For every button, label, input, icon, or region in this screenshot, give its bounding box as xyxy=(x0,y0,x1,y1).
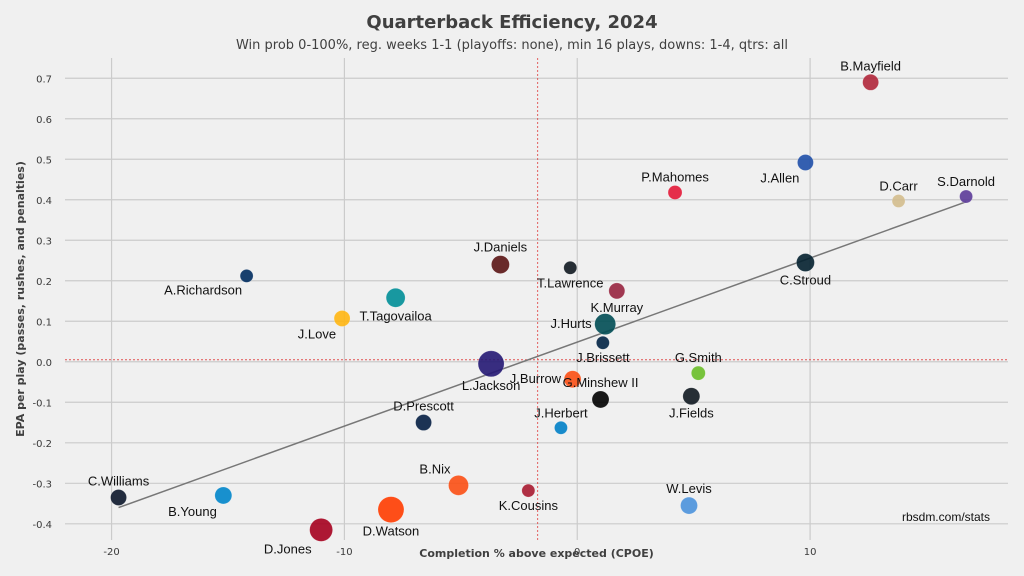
point-label: C.Stroud xyxy=(780,273,831,288)
data-point xyxy=(691,365,706,381)
point-label: D.Prescott xyxy=(393,399,454,414)
point-label: B.Mayfield xyxy=(840,58,901,73)
point-label: K.Cousins xyxy=(499,498,559,513)
y-tick-label: 0.4 xyxy=(36,196,52,207)
point-label: C.Williams xyxy=(88,473,150,488)
y-tick-label: -0.4 xyxy=(32,520,52,531)
data-point xyxy=(477,350,505,378)
point-label: D.Carr xyxy=(879,178,918,193)
point-label: J.Burrow xyxy=(510,371,562,386)
y-tick-label: 0.3 xyxy=(36,236,52,247)
y-tick-label: -0.1 xyxy=(32,398,52,409)
data-point xyxy=(797,154,814,171)
point-label: D.Watson xyxy=(363,524,420,539)
data-point xyxy=(596,335,610,350)
data-point xyxy=(333,310,351,327)
y-tick-label: 0.1 xyxy=(36,317,52,328)
point-label: J.Allen xyxy=(760,171,799,186)
data-point xyxy=(563,370,582,388)
data-point xyxy=(214,486,233,505)
data-point xyxy=(891,194,906,208)
data-point xyxy=(415,414,432,431)
data-point xyxy=(239,269,254,283)
point-label: G.Smith xyxy=(675,350,722,365)
point-label: J.Brissett xyxy=(576,350,630,365)
y-tick-label: 0.2 xyxy=(36,277,52,288)
data-point xyxy=(377,496,405,523)
point-label: P.Mahomes xyxy=(641,169,709,184)
data-point xyxy=(594,313,616,335)
data-point xyxy=(862,74,879,91)
y-axis-label: EPA per play (passes, rushes, and penalt… xyxy=(14,161,27,437)
data-point xyxy=(959,189,973,204)
point-label: B.Nix xyxy=(419,461,451,476)
data-point xyxy=(667,185,683,200)
y-tick-label: 0.6 xyxy=(36,115,52,126)
point-label: J.Fields xyxy=(669,406,714,421)
chart-title: Quarterback Efficiency, 2024 xyxy=(366,12,658,33)
point-label: J.Daniels xyxy=(474,240,528,255)
y-tick-label: 0.0 xyxy=(36,358,52,369)
point-label: J.Hurts xyxy=(551,316,593,331)
y-tick-label: -0.2 xyxy=(32,439,52,450)
point-label: T.Tagovailoa xyxy=(359,308,432,323)
point-label: G.Minshew II xyxy=(563,375,639,390)
x-tick-label: -10 xyxy=(336,547,352,558)
point-label: T.Lawrence xyxy=(537,275,603,290)
point-label: J.Love xyxy=(298,326,336,341)
data-point xyxy=(385,287,406,308)
data-point xyxy=(796,253,815,272)
y-tick-label: -0.3 xyxy=(32,479,52,490)
x-axis-label: Completion % above expected (CPOE) xyxy=(419,547,654,560)
y-tick-label: 0.5 xyxy=(36,155,52,166)
data-point xyxy=(309,518,333,542)
data-point xyxy=(491,255,510,274)
data-point xyxy=(554,421,568,435)
data-point xyxy=(608,282,626,300)
point-label: B.Young xyxy=(168,504,217,519)
source-credit: rbsdm.com/stats xyxy=(902,510,990,524)
data-point xyxy=(563,261,578,275)
point-label: J.Herbert xyxy=(534,405,588,420)
point-label: S.Darnold xyxy=(937,174,995,189)
x-tick-label: 0 xyxy=(574,547,580,558)
data-point xyxy=(110,489,127,506)
point-label: D.Jones xyxy=(264,541,312,556)
data-point xyxy=(682,387,701,406)
chart-subtitle: Win prob 0-100%, reg. weeks 1-1 (playoff… xyxy=(235,38,789,53)
x-tick-label: 10 xyxy=(804,547,817,558)
data-point xyxy=(521,483,536,498)
data-point xyxy=(448,475,469,496)
point-label: A.Richardson xyxy=(164,282,242,297)
x-tick-label: -20 xyxy=(103,547,119,558)
data-point xyxy=(591,390,610,409)
data-point xyxy=(680,496,698,515)
trend-line xyxy=(118,201,967,509)
point-label: L.Jackson xyxy=(462,378,521,393)
point-label: K.Murray xyxy=(590,300,643,315)
point-label: W.Levis xyxy=(666,481,712,496)
y-tick-label: 0.7 xyxy=(36,74,52,85)
